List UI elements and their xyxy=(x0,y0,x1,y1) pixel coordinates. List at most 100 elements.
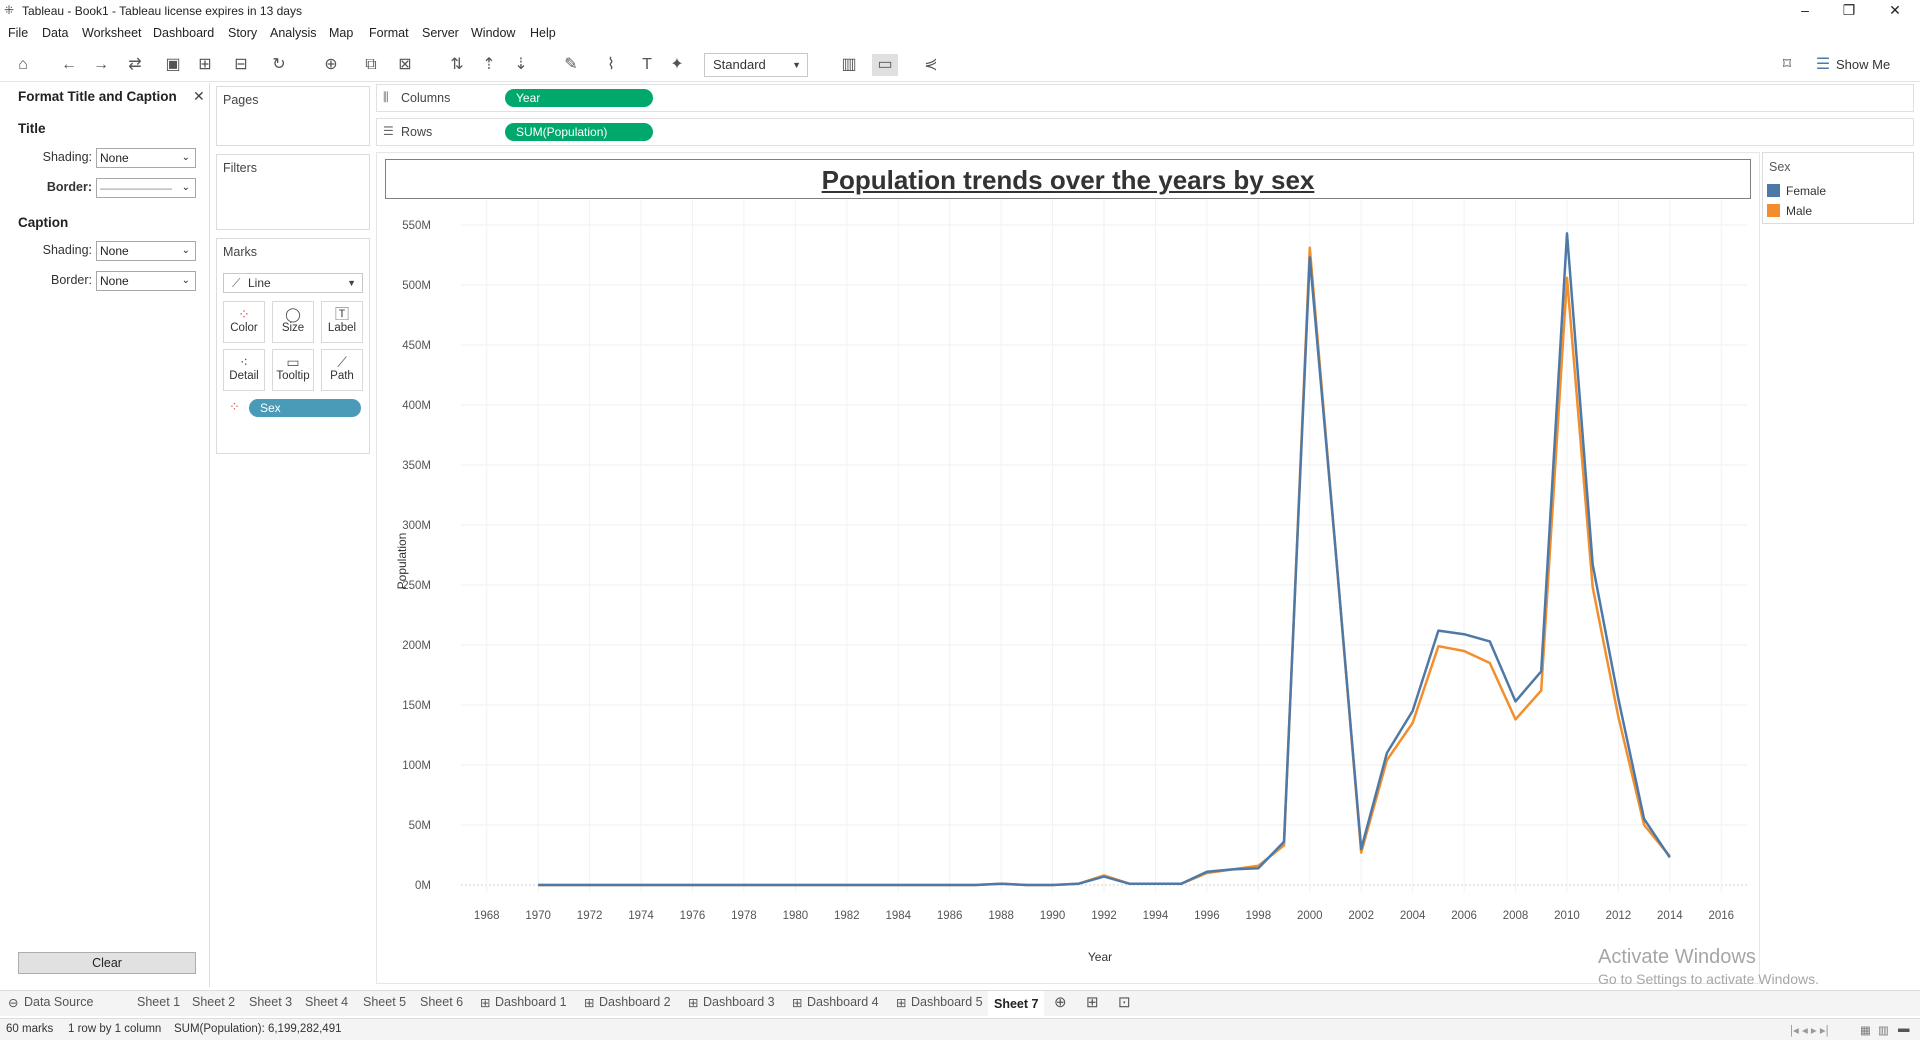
filmstrip-view-icon[interactable]: ▥ xyxy=(1878,1025,1889,1037)
tab-sheet-5[interactable]: Sheet 5 xyxy=(363,995,407,1009)
show-mark-labels-icon[interactable]: T xyxy=(642,56,652,73)
detail-button[interactable]: ⁖ Detail xyxy=(223,349,265,391)
legend-item-female[interactable]: Female xyxy=(1767,183,1826,199)
x-tick-label: 1968 xyxy=(474,910,500,922)
highlight-icon[interactable]: ✎ xyxy=(564,56,578,73)
menu-help[interactable]: Help xyxy=(530,26,556,40)
color-encoding-icon: ⁘ xyxy=(229,399,240,414)
color-button[interactable]: ⁘ Color xyxy=(223,301,265,343)
tab-dashboard-3[interactable]: Dashboard 3 xyxy=(703,995,775,1009)
x-tick-label: 1992 xyxy=(1091,910,1117,922)
menu-dashboard[interactable]: Dashboard xyxy=(153,26,215,40)
restore-button[interactable]: ❐ xyxy=(1842,2,1856,18)
new-data-source-icon[interactable]: ⊞ xyxy=(198,56,212,73)
show-cards-icon[interactable]: ▥ xyxy=(841,56,857,73)
mark-type-value: Line xyxy=(248,276,271,290)
pages-card[interactable]: Pages xyxy=(216,86,370,146)
mark-type-dropdown[interactable]: ⟋ Line ▼ xyxy=(223,273,363,293)
status-bar: 60 marks 1 row by 1 column SUM(Populatio… xyxy=(0,1018,1920,1040)
tab-dashboard-1[interactable]: Dashboard 1 xyxy=(495,995,567,1009)
x-tick-label: 1972 xyxy=(577,910,603,922)
filters-card[interactable]: Filters xyxy=(216,154,370,230)
year-pill[interactable]: Year xyxy=(505,89,653,107)
menu-window[interactable]: Window xyxy=(471,26,516,40)
refresh-icon[interactable]: ↻ xyxy=(272,56,286,73)
y-tick-label: 400M xyxy=(402,400,431,412)
presentation-mode-icon[interactable]: ▭ xyxy=(872,54,898,76)
menu-worksheet[interactable]: Worksheet xyxy=(82,26,142,40)
share-icon[interactable]: ⋞ xyxy=(924,56,938,73)
rows-shelf-label: Rows xyxy=(401,125,433,139)
sex-color-pill[interactable]: Sex xyxy=(249,399,361,417)
sheet-sorter-view-icon[interactable]: ▦ xyxy=(1860,1025,1871,1037)
menu-analysis[interactable]: Analysis xyxy=(270,26,317,40)
save-icon[interactable]: ▣ xyxy=(165,56,181,73)
x-tick-label: 2008 xyxy=(1503,910,1529,922)
x-tick-label: 2012 xyxy=(1606,910,1632,922)
new-worksheet-icon[interactable]: ⊕ xyxy=(324,56,338,73)
tabs-view-icon[interactable]: ▬ xyxy=(1898,1023,1910,1035)
group-members-icon[interactable]: ⌇ xyxy=(607,56,615,73)
clear-button[interactable]: Clear xyxy=(18,952,196,974)
y-tick-label: 350M xyxy=(402,460,431,472)
x-tick-label: 1996 xyxy=(1194,910,1220,922)
new-worksheet-tab-icon[interactable]: ⊕ xyxy=(1054,994,1067,1011)
tab-dashboard-2[interactable]: Dashboard 2 xyxy=(599,995,671,1009)
tab-dashboard-5[interactable]: Dashboard 5 xyxy=(911,995,983,1009)
close-button[interactable]: ✕ xyxy=(1889,2,1901,18)
title-box[interactable]: Population trends over the years by sex xyxy=(385,159,1751,199)
tooltip-button[interactable]: ▭ Tooltip xyxy=(272,349,314,391)
menu-format[interactable]: Format xyxy=(369,26,409,40)
tab-sheet-7[interactable]: Sheet 7 xyxy=(988,991,1045,1017)
replay-icon[interactable]: ⇄ xyxy=(128,56,142,73)
legend-item-male[interactable]: Male xyxy=(1767,203,1812,219)
menu-server[interactable]: Server xyxy=(422,26,459,40)
minimize-button[interactable]: – xyxy=(1801,2,1809,18)
menu-story[interactable]: Story xyxy=(228,26,258,40)
caption-shading-value: None xyxy=(100,244,129,258)
tab-data-source[interactable]: Data Source xyxy=(24,995,94,1009)
title-shading-select[interactable]: None ⌄ xyxy=(96,148,196,168)
duplicate-sheet-icon[interactable]: ⧉ xyxy=(365,56,377,73)
caption-border-select[interactable]: None ⌄ xyxy=(96,271,196,291)
x-tick-label: 1990 xyxy=(1040,910,1066,922)
menu-file[interactable]: File xyxy=(8,26,29,40)
path-button[interactable]: ⟋ Path xyxy=(321,349,363,391)
tab-sheet-6[interactable]: Sheet 6 xyxy=(420,995,464,1009)
sheet-navigation-icon[interactable]: |◂ ◂ ▸ ▸| xyxy=(1790,1025,1829,1037)
fix-axes-icon[interactable]: ✦ xyxy=(670,56,684,73)
y-axis-ticks: 0M 50M 100M 150M 200M 250M 300M 350M 400M 450M 500… xyxy=(402,220,431,892)
sum-population-pill[interactable]: SUM(Population) xyxy=(505,123,653,141)
undo-icon[interactable]: ← xyxy=(61,56,77,73)
home-icon[interactable]: ⌂ xyxy=(18,56,28,73)
tab-sheet-4[interactable]: Sheet 4 xyxy=(305,995,349,1009)
fit-dropdown[interactable]: Standard ▼ xyxy=(704,53,808,77)
tab-sheet-2[interactable]: Sheet 2 xyxy=(192,995,236,1009)
label-button[interactable]: 🅃 Label xyxy=(321,301,363,343)
pause-updates-icon[interactable]: ⊟ xyxy=(234,56,248,73)
y-tick-label: 50M xyxy=(409,820,431,832)
clear-sheet-icon[interactable]: ⊠ xyxy=(398,56,412,73)
title-border-select[interactable]: —————— ⌄ xyxy=(96,178,196,198)
show-me-button[interactable]: Show Me xyxy=(1836,57,1891,72)
show-me-icon[interactable]: ☰ xyxy=(1815,56,1831,73)
tab-sheet-1[interactable]: Sheet 1 xyxy=(137,995,181,1009)
swap-rows-columns-icon[interactable]: ⇅ xyxy=(450,56,464,73)
sort-ascending-icon[interactable]: ⇡ xyxy=(482,56,496,73)
toolbar: ⌂ ← → ⇄ ▣ ⊞ ⊟ ↻ ⊕ ⧉ ⊠ ⇅ ⇡ ⇣ ✎ ⌇ T ✦ Stan… xyxy=(0,46,1920,82)
format-painter-icon[interactable]: ⌑ xyxy=(1782,56,1792,73)
caption-shading-select[interactable]: None ⌄ xyxy=(96,241,196,261)
y-tick-label: 200M xyxy=(402,640,431,652)
x-tick-label: 1994 xyxy=(1143,910,1169,922)
close-icon[interactable]: ✕ xyxy=(193,88,205,104)
menu-data[interactable]: Data xyxy=(42,26,69,40)
redo-icon[interactable]: → xyxy=(93,56,109,73)
tab-dashboard-5-icon: ⊞ xyxy=(896,996,907,1010)
menu-map[interactable]: Map xyxy=(329,26,354,40)
tab-sheet-3[interactable]: Sheet 3 xyxy=(249,995,293,1009)
sort-descending-icon[interactable]: ⇣ xyxy=(514,56,528,73)
size-button[interactable]: ◯ Size xyxy=(272,301,314,343)
new-dashboard-tab-icon[interactable]: ⊞ xyxy=(1086,994,1099,1011)
tab-dashboard-4[interactable]: Dashboard 4 xyxy=(807,995,879,1009)
new-story-tab-icon[interactable]: ⊡ xyxy=(1118,994,1131,1011)
